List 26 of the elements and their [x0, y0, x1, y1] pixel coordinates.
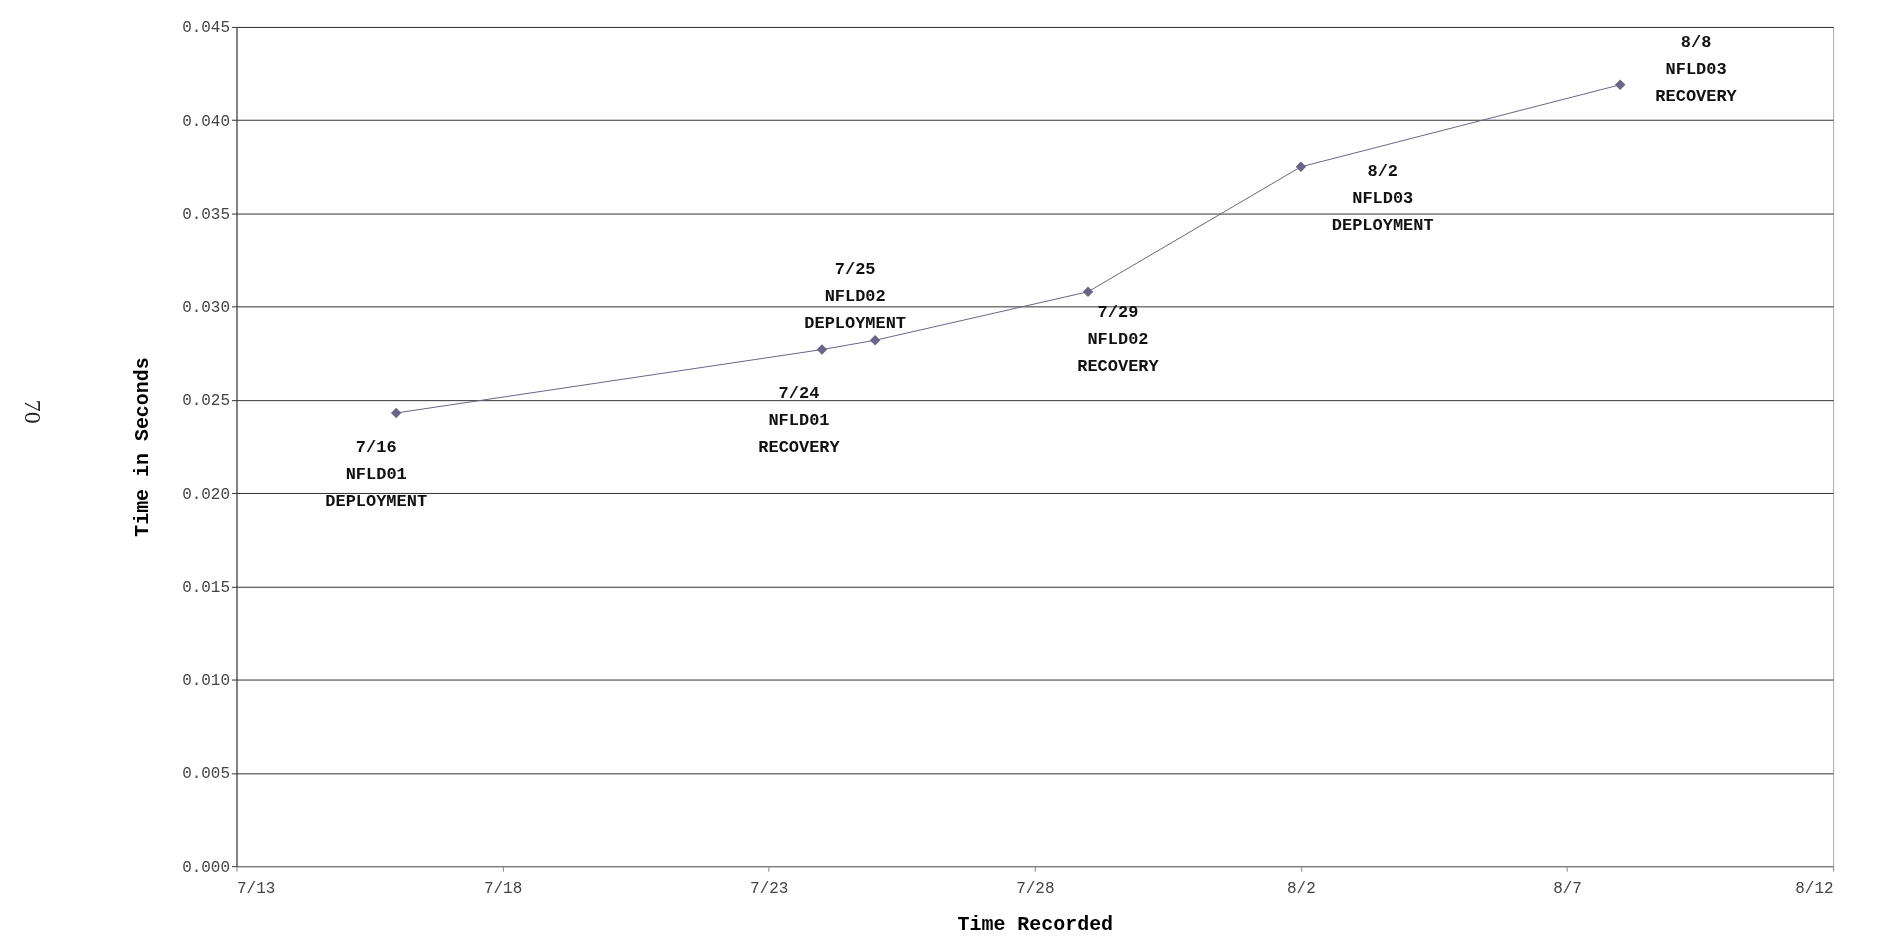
annotation: 8/2 NFLD03 DEPLOYMENT [1331, 161, 1434, 235]
y-tick-label: 0.020 [182, 485, 231, 504]
x-tick-label: 7/13 [237, 879, 276, 898]
y-tick-label: 0.035 [182, 205, 231, 224]
x-tick-label: 7/23 [750, 879, 789, 898]
x-tick-label: 8/2 [1287, 879, 1316, 898]
y-tick-label: 0.005 [182, 765, 231, 784]
annotation: 7/29 NFLD02 RECOVERY [1077, 302, 1160, 376]
y-tick-label: 0.000 [182, 858, 231, 877]
y-tick-label: 0.045 [182, 19, 231, 38]
annotation: 7/24 NFLD01 RECOVERY [758, 384, 841, 458]
y-tick-label: 0.030 [182, 299, 231, 318]
y-axis-title: Time in Seconds [131, 357, 155, 537]
y-tick-label: 0.040 [182, 112, 231, 131]
y-tick-label: 0.010 [182, 672, 231, 691]
x-tick-label: 8/7 [1553, 879, 1582, 898]
annotation: 7/16 NFLD01 DEPLOYMENT [325, 437, 428, 511]
x-axis-title: Time Recorded [957, 912, 1114, 936]
x-tick-label: 8/12 [1795, 879, 1834, 898]
y-tick-label: 0.025 [182, 392, 231, 411]
x-tick-label: 7/28 [1016, 879, 1055, 898]
text: 70 [19, 399, 46, 424]
x-tick-label: 7/18 [483, 879, 523, 898]
y-tick-label: 0.015 [182, 578, 231, 597]
annotation: 8/8 NFLD03 RECOVERY [1655, 32, 1738, 106]
annotation: 7/25 NFLD02 DEPLOYMENT [804, 260, 907, 334]
